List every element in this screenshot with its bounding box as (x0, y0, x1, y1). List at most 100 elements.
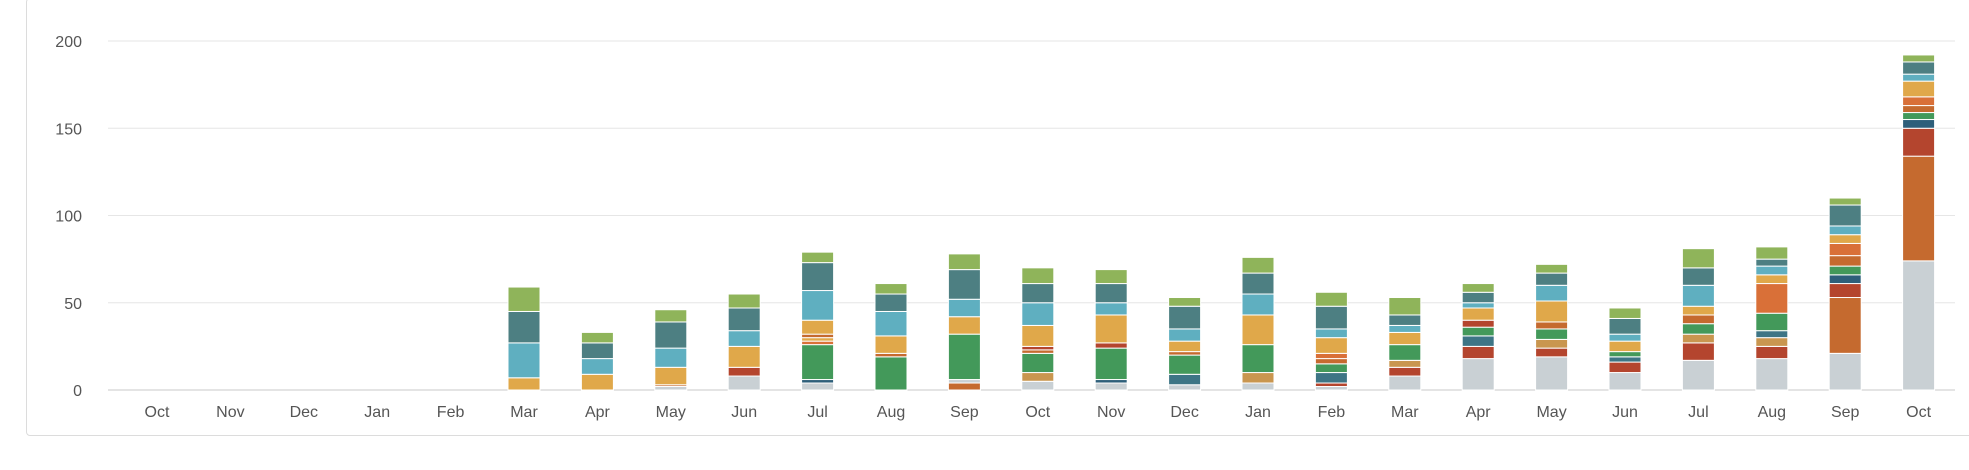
bar-segment[interactable] (1755, 337, 1789, 347)
bar-segment[interactable] (1461, 291, 1495, 304)
bar-segment[interactable] (1828, 352, 1862, 391)
bar-segment[interactable] (1168, 328, 1202, 342)
bar-segment[interactable] (1828, 283, 1862, 299)
bar-segment[interactable] (1902, 80, 1936, 98)
bar-segment[interactable] (801, 290, 835, 321)
bar-segment[interactable] (1755, 358, 1789, 391)
bar-segment[interactable] (1681, 314, 1715, 325)
bar-segment[interactable] (1314, 386, 1348, 391)
bar-segment[interactable] (1094, 379, 1128, 384)
bar-segment[interactable] (1168, 297, 1202, 307)
bar-segment[interactable] (1094, 382, 1128, 391)
bar-segment[interactable] (801, 337, 835, 342)
bar-segment[interactable] (1902, 61, 1936, 75)
bar-segment[interactable] (801, 344, 835, 381)
bar-segment[interactable] (1314, 372, 1348, 384)
bar-segment[interactable] (1681, 359, 1715, 391)
bar-segment[interactable] (874, 356, 908, 391)
bar-segment[interactable] (1755, 265, 1789, 276)
bar-segment[interactable] (1755, 330, 1789, 339)
bar-segment[interactable] (874, 310, 908, 337)
bar-segment[interactable] (1388, 359, 1422, 368)
bar-segment[interactable] (801, 319, 835, 335)
bar-segment[interactable] (1021, 349, 1055, 354)
bar-segment[interactable] (1314, 352, 1348, 360)
bar-segment[interactable] (1828, 274, 1862, 285)
bar-segment[interactable] (1094, 269, 1128, 285)
bar-segment[interactable] (1681, 323, 1715, 335)
bar-segment[interactable] (1021, 267, 1055, 285)
bar-segment[interactable] (1021, 283, 1055, 304)
bar-segment[interactable] (874, 352, 908, 358)
bar-segment[interactable] (654, 321, 688, 349)
bar-segment[interactable] (1608, 307, 1642, 319)
bar-segment[interactable] (874, 293, 908, 312)
bar-segment[interactable] (1902, 96, 1936, 107)
bar-segment[interactable] (947, 316, 981, 335)
bar-segment[interactable] (654, 309, 688, 323)
bar-segment[interactable] (1388, 331, 1422, 346)
bar-segment[interactable] (580, 373, 614, 391)
bar-segment[interactable] (1755, 312, 1789, 332)
bar-segment[interactable] (507, 377, 541, 391)
bar-segment[interactable] (1021, 352, 1055, 374)
bar-segment[interactable] (801, 340, 835, 346)
bar-segment[interactable] (1608, 356, 1642, 363)
bar-segment[interactable] (727, 330, 761, 347)
bar-segment[interactable] (1241, 293, 1275, 316)
bar-segment[interactable] (1608, 351, 1642, 358)
bar-segment[interactable] (654, 347, 688, 368)
bar-segment[interactable] (727, 345, 761, 368)
bar-segment[interactable] (1902, 155, 1936, 262)
bar-segment[interactable] (1828, 197, 1862, 206)
bar-segment[interactable] (801, 333, 835, 339)
bar-segment[interactable] (1828, 265, 1862, 276)
bar-segment[interactable] (580, 342, 614, 360)
bar-segment[interactable] (1168, 351, 1202, 356)
bar-segment[interactable] (1388, 375, 1422, 391)
bar-segment[interactable] (1094, 302, 1128, 316)
bar-segment[interactable] (727, 366, 761, 377)
bar-segment[interactable] (727, 375, 761, 391)
bar-segment[interactable] (1828, 225, 1862, 236)
bar-segment[interactable] (1755, 283, 1789, 314)
bar-segment[interactable] (1388, 344, 1422, 361)
bar-segment[interactable] (1902, 112, 1936, 121)
bar-segment[interactable] (1828, 297, 1862, 354)
bar-segment[interactable] (1388, 366, 1422, 377)
bar-segment[interactable] (1755, 274, 1789, 285)
bar-segment[interactable] (874, 335, 908, 354)
bar-segment[interactable] (1461, 307, 1495, 321)
bar-segment[interactable] (727, 293, 761, 309)
bar-segment[interactable] (1388, 297, 1422, 316)
bar-segment[interactable] (1168, 340, 1202, 353)
bar-segment[interactable] (507, 342, 541, 379)
bar-segment[interactable] (1755, 258, 1789, 267)
bar-segment[interactable] (1314, 328, 1348, 339)
bar-segment[interactable] (1755, 246, 1789, 260)
bar-segment[interactable] (1241, 256, 1275, 274)
bar-segment[interactable] (1681, 333, 1715, 344)
bar-segment[interactable] (1902, 127, 1936, 157)
bar-segment[interactable] (874, 283, 908, 295)
bar-segment[interactable] (1094, 314, 1128, 344)
bar-segment[interactable] (1681, 342, 1715, 361)
bar-segment[interactable] (1314, 363, 1348, 374)
bar-segment[interactable] (1314, 382, 1348, 388)
bar-segment[interactable] (1828, 255, 1862, 267)
bar-segment[interactable] (1608, 372, 1642, 391)
bar-segment[interactable] (1608, 340, 1642, 353)
bar-segment[interactable] (1241, 272, 1275, 295)
bar-segment[interactable] (1681, 248, 1715, 269)
bar-segment[interactable] (727, 307, 761, 332)
bar-segment[interactable] (1461, 326, 1495, 337)
bar-segment[interactable] (947, 333, 981, 381)
bar-segment[interactable] (1314, 291, 1348, 307)
bar-segment[interactable] (1094, 347, 1128, 381)
bar-segment[interactable] (1021, 372, 1055, 382)
bar-segment[interactable] (507, 310, 541, 344)
bar-segment[interactable] (947, 382, 981, 391)
bar-segment[interactable] (654, 386, 688, 391)
bar-segment[interactable] (1902, 260, 1936, 391)
bar-segment[interactable] (1314, 305, 1348, 330)
